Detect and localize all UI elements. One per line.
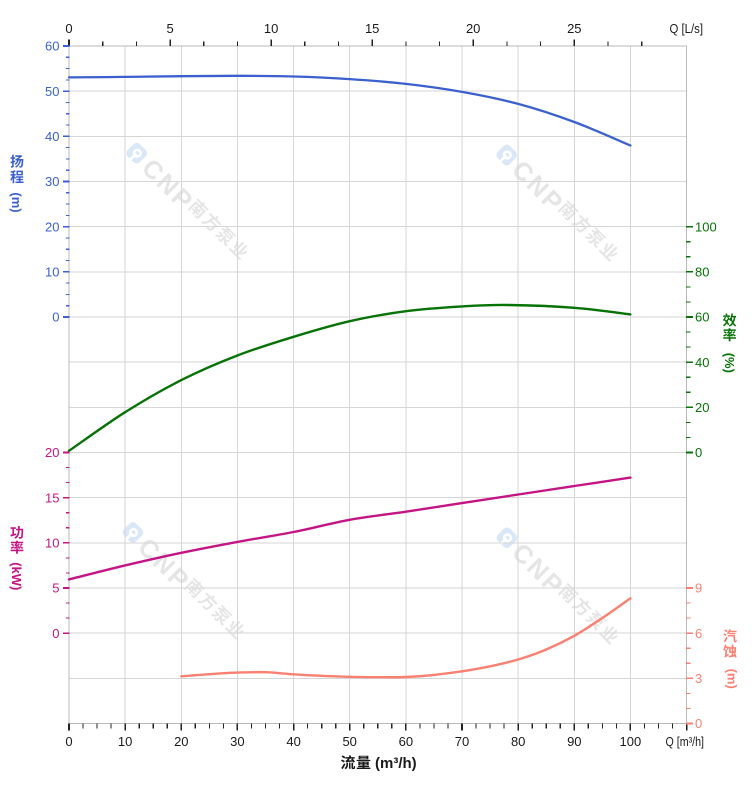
svg-text:40: 40 [695, 355, 709, 370]
svg-text:3: 3 [695, 671, 702, 686]
svg-text:(m³/h): (m³/h) [375, 755, 417, 772]
svg-text:0: 0 [65, 21, 72, 36]
svg-text:80: 80 [511, 734, 525, 749]
svg-text:60: 60 [45, 39, 59, 54]
svg-text:10: 10 [264, 21, 278, 36]
svg-text:5: 5 [52, 581, 59, 596]
svg-text:Q [L/s]: Q [L/s] [670, 21, 704, 36]
svg-text:20: 20 [174, 734, 188, 749]
svg-text:40: 40 [286, 734, 300, 749]
svg-text:25: 25 [567, 21, 581, 36]
svg-text:Q [m³/h]: Q [m³/h] [666, 734, 705, 749]
svg-text:(kW): (kW) [9, 562, 24, 590]
svg-text:10: 10 [45, 264, 59, 279]
svg-text:30: 30 [45, 174, 59, 189]
svg-text:70: 70 [455, 734, 469, 749]
svg-text:0: 0 [695, 716, 702, 731]
svg-text:20: 20 [45, 445, 59, 460]
svg-text:20: 20 [466, 21, 480, 36]
svg-text:60: 60 [695, 310, 709, 325]
svg-text:0: 0 [52, 310, 59, 325]
svg-text:20: 20 [45, 219, 59, 234]
svg-text:0: 0 [695, 445, 702, 460]
svg-text:15: 15 [45, 490, 59, 505]
svg-text:5: 5 [166, 21, 173, 36]
svg-text:(m): (m) [9, 192, 24, 212]
svg-text:90: 90 [567, 734, 581, 749]
svg-text:(m): (m) [725, 669, 740, 689]
svg-text:0: 0 [65, 734, 72, 749]
svg-text:50: 50 [342, 734, 356, 749]
svg-text:80: 80 [695, 264, 709, 279]
svg-text:0: 0 [52, 626, 59, 641]
svg-text:50: 50 [45, 84, 59, 99]
svg-text:9: 9 [695, 581, 702, 596]
svg-text:10: 10 [45, 535, 59, 550]
svg-text:30: 30 [230, 734, 244, 749]
svg-text:40: 40 [45, 129, 59, 144]
svg-text:100: 100 [695, 219, 717, 234]
svg-text:(%): (%) [722, 353, 737, 373]
svg-text:100: 100 [620, 734, 642, 749]
svg-text:15: 15 [365, 21, 379, 36]
svg-text:6: 6 [695, 626, 702, 641]
svg-text:60: 60 [399, 734, 413, 749]
svg-text:10: 10 [118, 734, 132, 749]
svg-text:20: 20 [695, 400, 709, 415]
